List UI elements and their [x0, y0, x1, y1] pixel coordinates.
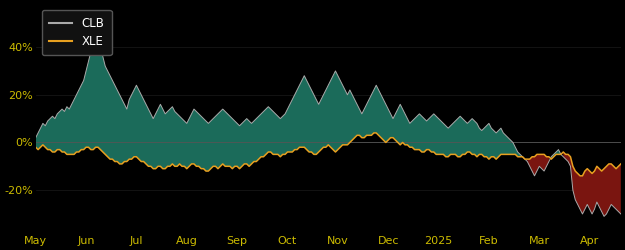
- Legend: CLB, XLE: CLB, XLE: [42, 10, 112, 55]
